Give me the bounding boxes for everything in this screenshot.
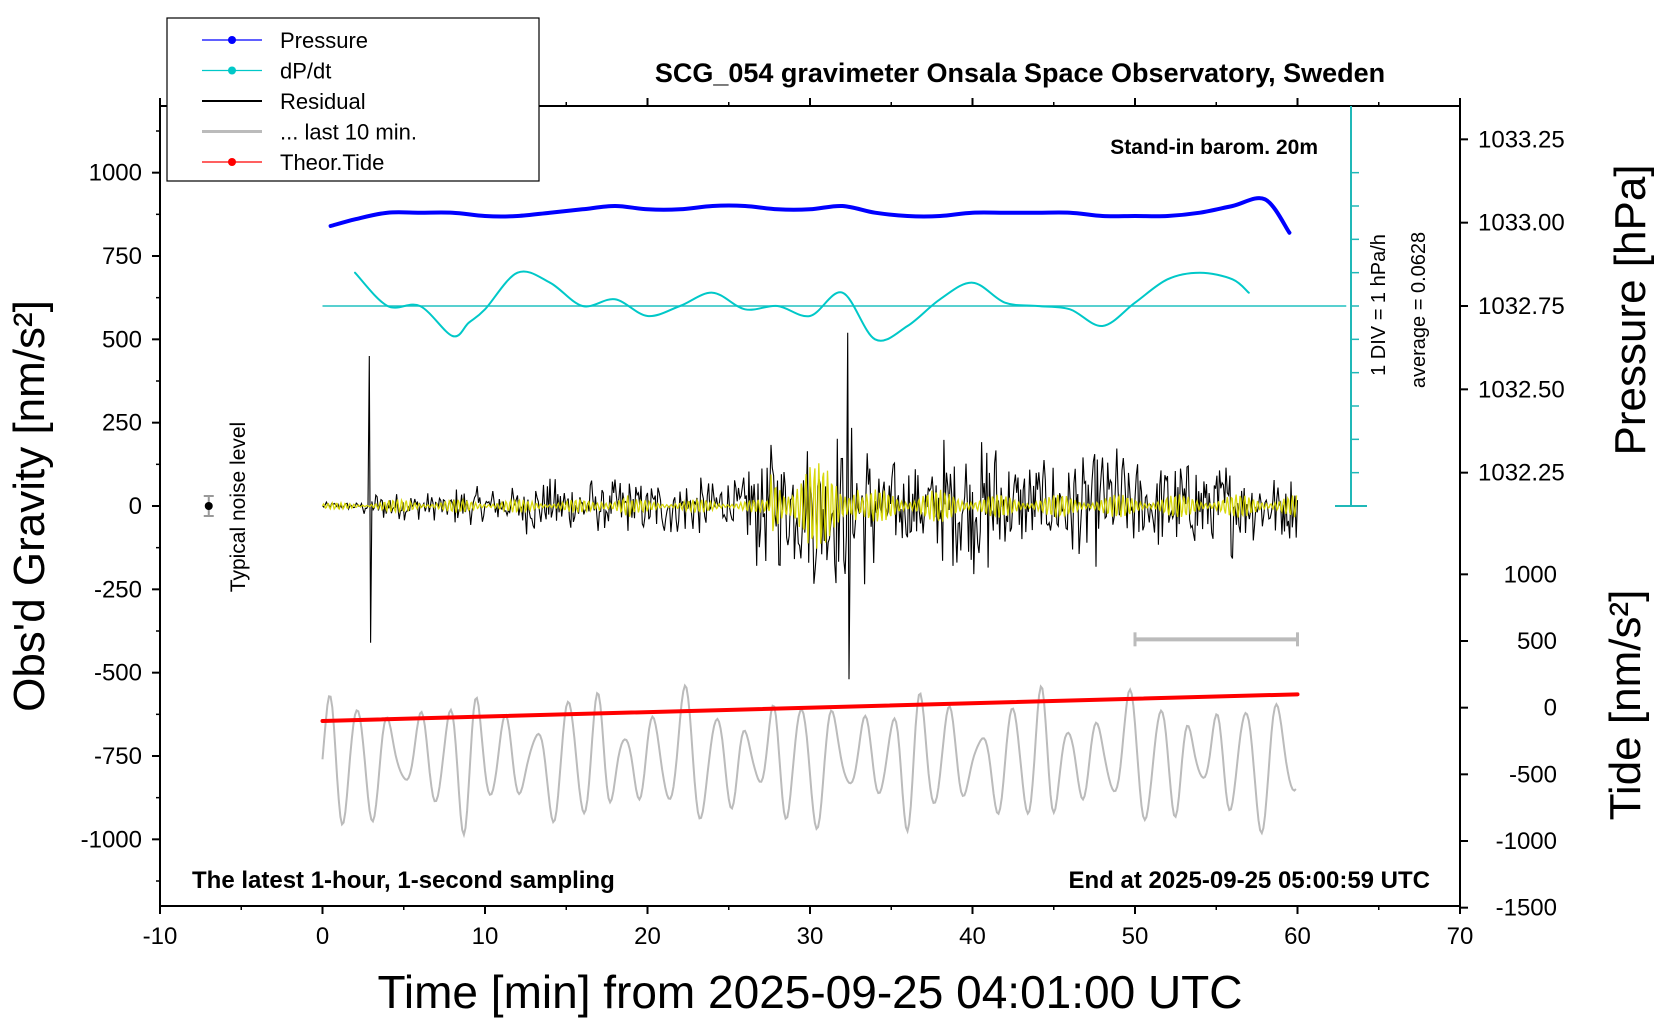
y-tick-label: -1000: [81, 826, 142, 853]
tide-tick-label: 0: [1544, 695, 1557, 722]
x-tick-label: 70: [1447, 923, 1474, 950]
tide-tick-label: -500: [1509, 761, 1557, 788]
tick-labels: -10 0 10 20 30 40 50 60 70 1000 750 500 250 0 -250 -500…: [81, 126, 1565, 950]
y-axis-label-left: Obs'd Gravity [nm/s²]: [5, 300, 54, 712]
noise-level-marker: [203, 495, 214, 517]
legend-label: Pressure: [280, 28, 368, 53]
residual-trace: [322, 332, 1299, 680]
legend-box: [166, 17, 540, 182]
y-tick-label: -500: [94, 660, 142, 687]
tide-tick-label: -1000: [1496, 828, 1557, 855]
x-tick-label: 0: [316, 923, 329, 950]
x-tick-label: -10: [143, 923, 178, 950]
y-tick-label: 0: [129, 493, 142, 520]
series-dp-dt: [354, 270, 1250, 342]
x-tick-label: 60: [1284, 923, 1311, 950]
series-theor-tide: [320, 692, 1300, 723]
noise-level-label: Typical noise level: [227, 422, 250, 592]
y-tick-label: -250: [94, 576, 142, 603]
legend-label: Residual: [280, 89, 366, 114]
y-axis-label-pressure: Pressure [hPa]: [1606, 164, 1655, 455]
noise-point: [204, 502, 213, 510]
legend-marker: [228, 36, 236, 44]
x-axis-label: Time [min] from 2025-09-25 04:01:00 UTC: [378, 966, 1243, 1018]
series-pressure: [328, 196, 1292, 235]
x-tick-label: 30: [797, 923, 824, 950]
legend-marker: [228, 158, 236, 166]
legend-label: Theor.Tide: [280, 150, 384, 175]
filtered-trace: [321, 463, 1298, 549]
legend-label: ... last 10 min.: [280, 120, 417, 145]
last-10-min-trace: [321, 683, 1297, 839]
dpdt-scale-bar: [1335, 106, 1367, 507]
legend-label: dP/dt: [280, 59, 331, 84]
average-label: average = 0.0628: [1408, 232, 1430, 388]
pressure-tick-label: 1033.00: [1478, 210, 1565, 237]
pressure-tick-label: 1033.25: [1478, 126, 1565, 153]
x-tick-label: 20: [634, 923, 661, 950]
chart-title: SCG_054 gravimeter Onsala Space Observat…: [655, 58, 1385, 88]
x-tick-label: 50: [1122, 923, 1149, 950]
pressure-tick-label: 1032.75: [1478, 293, 1565, 320]
barometer-note: Stand-in barom. 20m: [1110, 136, 1318, 159]
tide-tick-label: -1500: [1496, 895, 1557, 922]
y-tick-label: 250: [102, 410, 142, 437]
end-time-note: End at 2025-09-25 05:00:59 UTC: [1069, 867, 1431, 894]
pressure-tick-label: 1032.50: [1478, 376, 1565, 403]
x-tick-label: 10: [472, 923, 499, 950]
x-tick-label: 40: [959, 923, 986, 950]
y-axis-label-tide: Tide [nm/s²]: [1601, 590, 1650, 821]
pressure-tick-label: 1032.25: [1478, 460, 1565, 487]
div-label: 1 DIV = 1 hPa/h: [1368, 234, 1390, 376]
y-tick-label: 500: [102, 326, 142, 353]
legend: Pressure dP/dt Residual ... last 10 min. The…: [166, 17, 540, 182]
y-tick-label: -750: [94, 743, 142, 770]
sampling-note: The latest 1-hour, 1-second sampling: [192, 867, 615, 894]
tide-tick-label: 500: [1517, 628, 1557, 655]
y-tick-label: 750: [102, 243, 142, 270]
tide-tick-label: 1000: [1504, 561, 1557, 588]
series-layer: [320, 196, 1347, 839]
y-tick-label: 1000: [89, 160, 142, 187]
legend-marker: [228, 66, 236, 75]
